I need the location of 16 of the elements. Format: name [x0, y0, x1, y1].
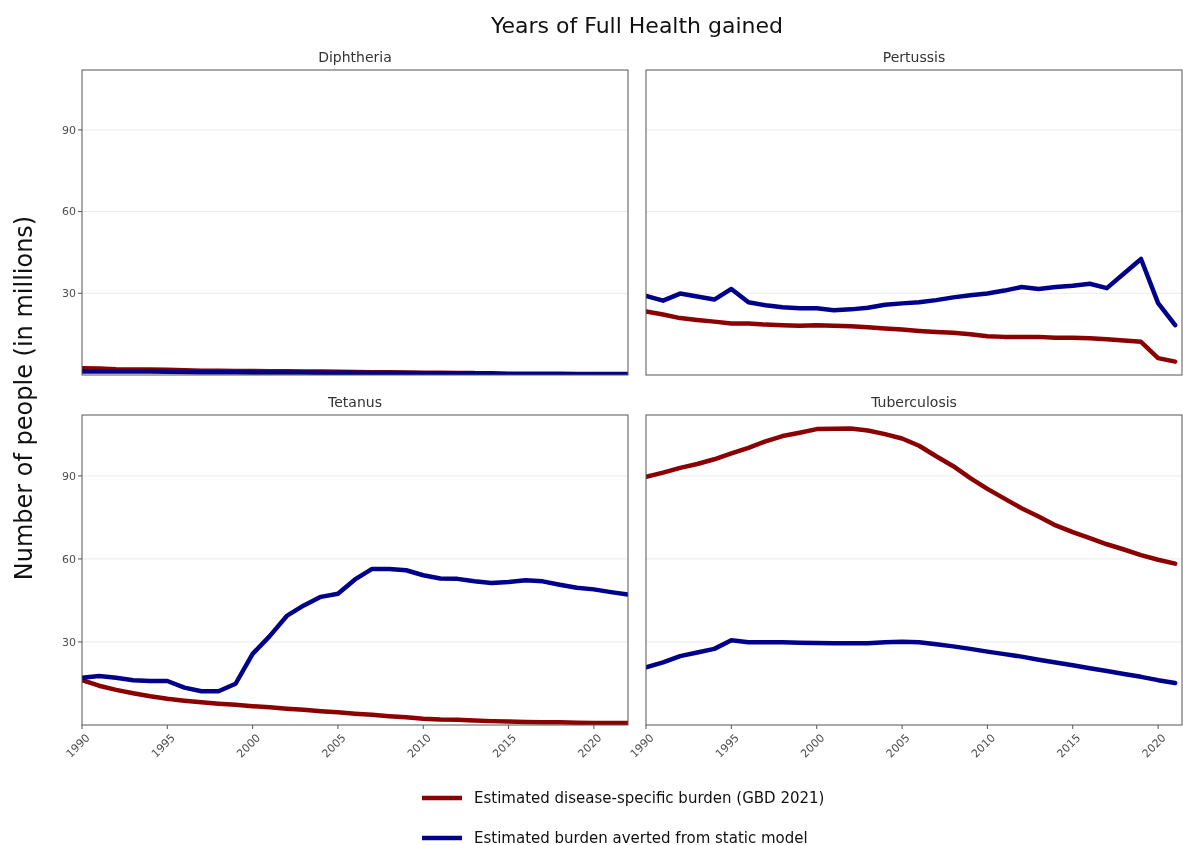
- legend-label: Estimated disease-specific burden (GBD 2021): [474, 789, 825, 808]
- y-tick-label: 90: [62, 123, 76, 137]
- y-tick-label: 30: [62, 635, 76, 649]
- y-axis-title: Number of people (in millions): [10, 215, 38, 581]
- legend-label: Estimated burden averted from static model: [474, 829, 808, 845]
- y-tick-label: 60: [62, 552, 76, 566]
- chart-title: Tuberculosis: [870, 394, 957, 410]
- y-tick-label: 30: [62, 287, 76, 301]
- text: Years of Full Health gained: [489, 13, 784, 38]
- line-series: [82, 677, 628, 725]
- y-tick-label: 60: [62, 205, 76, 219]
- chart-title: Pertussis: [882, 49, 946, 65]
- y-tick-label: 90: [62, 469, 76, 483]
- line-series: [82, 566, 628, 694]
- chart-title: Diphtheria: [318, 49, 392, 65]
- chart-title: Tetanus: [327, 394, 382, 410]
